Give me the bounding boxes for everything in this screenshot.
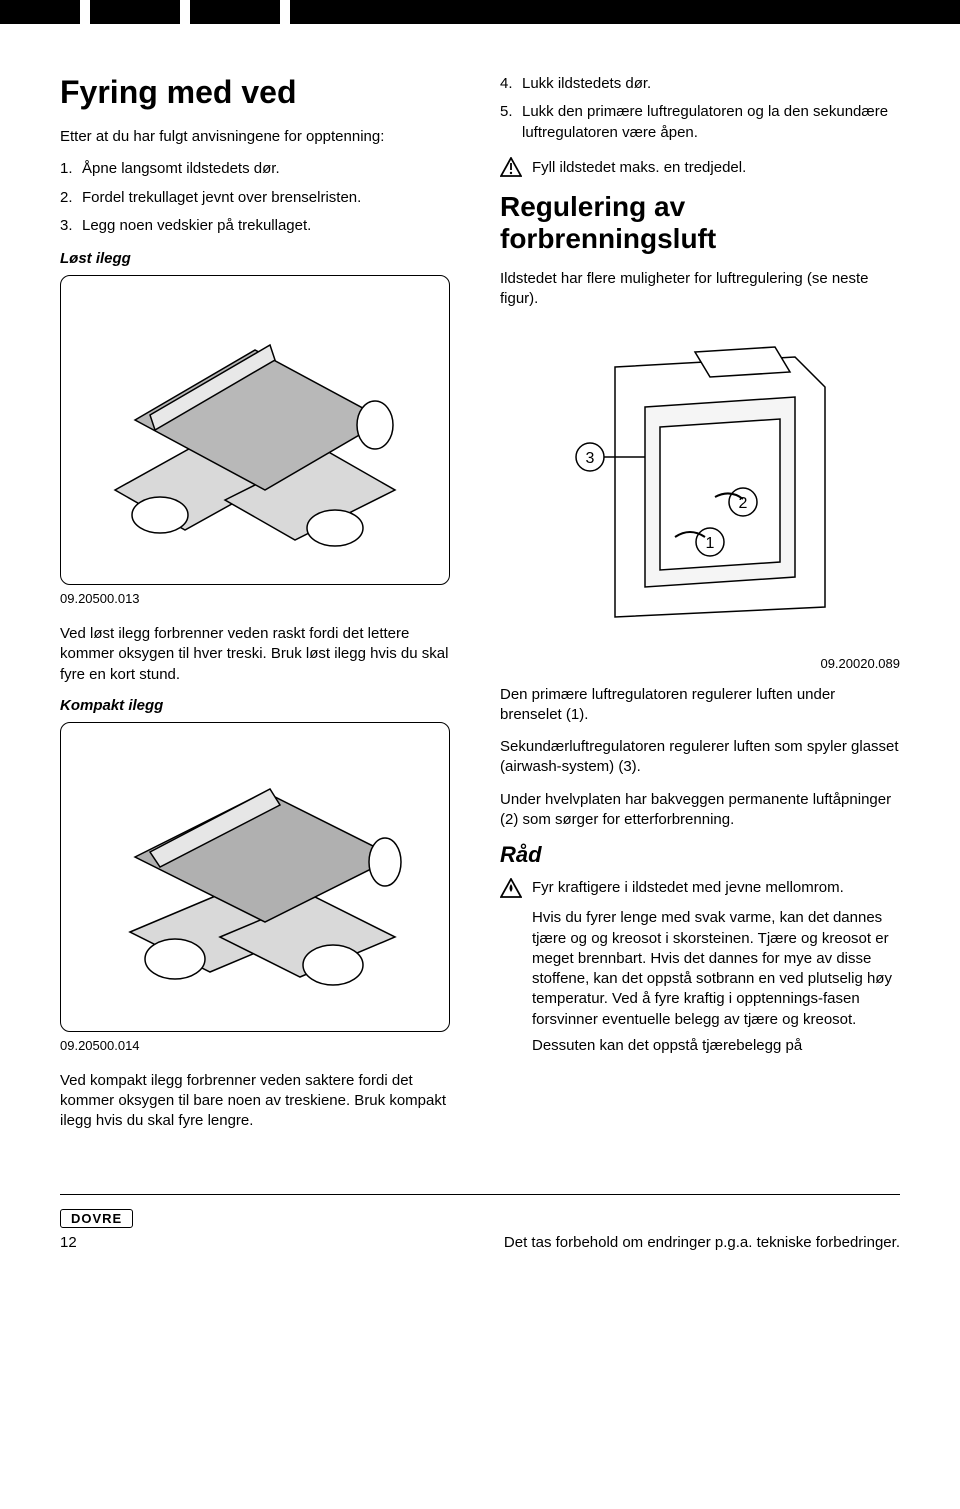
logo: DOVRE	[60, 1209, 133, 1228]
subhead-loose: Løst ilegg	[60, 250, 460, 267]
figure-loose-wood	[60, 275, 450, 585]
right-column: 4.Lukk ildstedets dør. 5.Lukk den primær…	[500, 74, 900, 1144]
footer-left: DOVRE	[60, 1209, 133, 1228]
intro-text: Etter at du har fulgt anvisningene for o…	[60, 127, 460, 147]
advice-text-1: Fyr kraftigere i ildstedet med jevne mel…	[532, 878, 844, 898]
page-number: 12	[60, 1234, 77, 1251]
subhead-compact: Kompakt ilegg	[60, 697, 460, 714]
reg-intro: Ildstedet har flere muligheter for luftr…	[500, 269, 900, 310]
svg-text:3: 3	[586, 450, 595, 467]
heading-regulering: Regulering av forbrenningsluft	[500, 191, 900, 255]
step-item: 3.Legg noen vedskier på trekullaget.	[60, 216, 460, 236]
para-compact: Ved kompakt ilegg forbrenner veden sakte…	[60, 1071, 460, 1132]
step-item: 1.Åpne langsomt ildstedets dør.	[60, 159, 460, 179]
footer-disclaimer: Det tas forbehold om endringer p.g.a. te…	[504, 1234, 900, 1251]
para-loose: Ved løst ilegg forbrenner veden raskt fo…	[60, 624, 460, 685]
loose-wood-illustration	[75, 290, 435, 570]
advice-text-3: Dessuten kan det oppstå tjærebelegg på	[500, 1036, 900, 1056]
figure-label-1: 09.20500.013	[60, 591, 460, 606]
warning-icon	[500, 157, 522, 177]
compact-wood-illustration	[75, 737, 435, 1017]
advice-row-1: Fyr kraftigere i ildstedet med jevne mel…	[500, 878, 900, 898]
advice-text-2: Hvis du fyrer lenge med svak varme, kan …	[500, 908, 900, 1030]
warning-row: Fyll ildstedet maks. en tredjedel.	[500, 157, 900, 177]
reg-para-2: Sekundærluftregulatoren regulerer luften…	[500, 737, 900, 778]
header-black-bar	[0, 0, 960, 24]
heading-fyring: Fyring med ved	[60, 74, 460, 111]
stove-illustration: 3 2 1	[515, 327, 885, 647]
figure-label-2: 09.20500.014	[60, 1038, 460, 1053]
reg-para-3: Under hvelvplaten har bakveggen permanen…	[500, 790, 900, 831]
figure-compact-wood	[60, 722, 450, 1032]
figure-stove-cutaway: 3 2 1	[510, 322, 890, 652]
footer-line-2: 12 Det tas forbehold om endringer p.g.a.…	[60, 1234, 900, 1251]
step-item: 4.Lukk ildstedets dør.	[500, 74, 900, 94]
warning-text: Fyll ildstedet maks. en tredjedel.	[532, 157, 746, 176]
main-content: Fyring med ved Etter at du har fulgt anv…	[0, 24, 960, 1164]
left-column: Fyring med ved Etter at du har fulgt anv…	[60, 74, 460, 1144]
heading-advice: Råd	[500, 842, 900, 868]
fire-icon	[500, 878, 522, 898]
steps-list-1: 1.Åpne langsomt ildstedets dør. 2.Fordel…	[60, 159, 460, 236]
step-item: 2.Fordel trekullaget jevnt over brenselr…	[60, 188, 460, 208]
page-footer: DOVRE	[60, 1194, 900, 1228]
svg-text:1: 1	[706, 535, 715, 552]
figure-label-3: 09.20020.089	[500, 656, 900, 671]
step-item: 5.Lukk den primære luftregulatoren og la…	[500, 102, 900, 143]
reg-para-1: Den primære luftregulatoren regulerer lu…	[500, 685, 900, 726]
steps-list-2: 4.Lukk ildstedets dør. 5.Lukk den primær…	[500, 74, 900, 143]
